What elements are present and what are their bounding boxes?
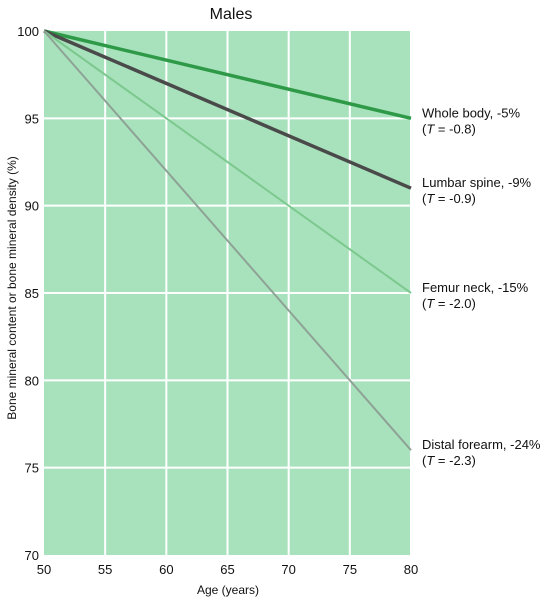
y-tick-label: 75 xyxy=(25,461,39,476)
series-labels: Whole body, -5%(T = -0.8) Lumbar spine, -… xyxy=(422,105,541,468)
x-axis-title: Age (years) xyxy=(197,583,259,597)
series-line-2 xyxy=(43,30,412,294)
x-tick-label: 50 xyxy=(37,562,51,577)
y-tick-label: 100 xyxy=(17,24,39,39)
grid xyxy=(44,31,412,555)
x-tick-label: 55 xyxy=(98,562,112,577)
y-tick-label: 95 xyxy=(25,111,39,126)
x-tick-label: 60 xyxy=(159,562,173,577)
chart-title: Males xyxy=(210,6,253,23)
series-lines xyxy=(43,29,412,451)
series-label: Whole body, -5% xyxy=(422,105,520,120)
x-tick-label: 80 xyxy=(404,562,418,577)
series-t-score: (T = -0.8) xyxy=(422,121,476,136)
series-label: Femur neck, -15% xyxy=(422,280,529,295)
series-t-score: (T = -2.3) xyxy=(422,453,476,468)
series-line-3 xyxy=(43,30,412,451)
y-axis-title: Bone mineral content or bone mineral den… xyxy=(5,156,19,419)
series-t-score: (T = -0.9) xyxy=(422,191,476,206)
series-label: Lumbar spine, -9% xyxy=(422,175,532,190)
y-tick-label: 90 xyxy=(25,199,39,214)
series-line-1 xyxy=(43,29,412,190)
y-axis-ticks: 70 75 80 85 90 95 100 xyxy=(17,24,39,563)
y-tick-label: 80 xyxy=(25,373,39,388)
x-tick-label: 65 xyxy=(220,562,234,577)
series-line-0 xyxy=(43,29,412,121)
y-tick-label: 70 xyxy=(25,548,39,563)
series-t-score: (T = -2.0) xyxy=(422,296,476,311)
x-tick-label: 75 xyxy=(343,562,357,577)
series-label: Distal forearm, -24% xyxy=(422,437,541,452)
x-axis-ticks: 50 55 60 65 70 75 80 xyxy=(37,562,418,577)
y-tick-label: 85 xyxy=(25,286,39,301)
x-tick-label: 70 xyxy=(281,562,295,577)
